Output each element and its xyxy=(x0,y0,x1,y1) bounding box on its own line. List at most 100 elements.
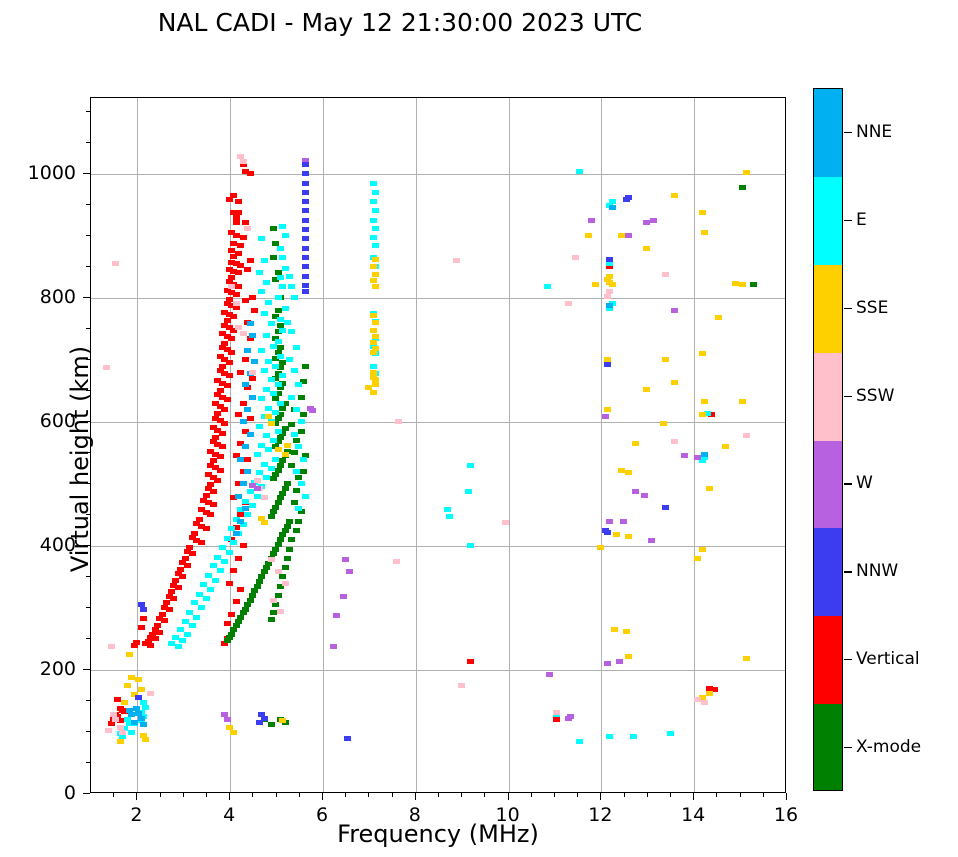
data-point xyxy=(369,217,377,223)
data-point xyxy=(265,447,273,453)
x-axis-tick-label: 14 xyxy=(681,804,706,826)
data-point xyxy=(244,468,252,474)
data-point xyxy=(276,275,284,281)
data-point xyxy=(207,586,215,592)
data-point xyxy=(371,208,379,214)
data-point xyxy=(722,444,730,450)
data-point xyxy=(269,476,277,482)
data-point xyxy=(184,549,191,554)
y-axis-minor-tick xyxy=(86,761,90,763)
data-point xyxy=(643,387,651,393)
data-point xyxy=(699,695,707,701)
data-point xyxy=(116,724,124,730)
data-point xyxy=(237,614,245,620)
data-point xyxy=(260,461,268,467)
data-point xyxy=(255,424,263,430)
data-point xyxy=(566,714,574,719)
data-point xyxy=(163,600,171,606)
data-point xyxy=(369,277,377,283)
data-point xyxy=(369,180,377,186)
data-point xyxy=(112,717,120,723)
y-axis-minor-tick xyxy=(86,637,90,639)
data-point xyxy=(297,481,305,487)
data-point xyxy=(228,631,236,637)
data-point xyxy=(146,635,154,641)
colorbar-segment-vertical xyxy=(814,616,842,705)
data-point xyxy=(344,735,352,741)
data-point xyxy=(288,422,296,428)
data-point xyxy=(197,523,205,529)
y-axis-minor-tick xyxy=(86,389,90,391)
data-point xyxy=(209,439,217,445)
data-point xyxy=(235,209,243,215)
data-point xyxy=(223,300,231,306)
data-point xyxy=(216,354,224,360)
data-point xyxy=(214,477,222,483)
plot-area xyxy=(90,97,786,793)
data-point xyxy=(235,199,243,205)
x-axis-minor-tick xyxy=(623,793,625,797)
data-point xyxy=(301,161,309,167)
colorbar-label-nne: NNE xyxy=(856,121,893,142)
data-point xyxy=(223,717,231,723)
x-axis-minor-tick xyxy=(484,793,486,797)
data-point xyxy=(239,521,247,527)
data-point xyxy=(293,437,301,443)
x-axis-tick-label: 4 xyxy=(223,804,236,826)
data-point xyxy=(297,394,305,400)
x-axis-tick xyxy=(414,793,416,800)
chart-title: NAL CADI - May 12 21:30:00 2023 UTC xyxy=(157,8,643,37)
data-point xyxy=(230,495,238,500)
data-point xyxy=(218,544,226,550)
data-point xyxy=(369,369,377,375)
data-point xyxy=(281,265,289,271)
data-point xyxy=(225,312,233,317)
data-point xyxy=(121,726,129,732)
data-point xyxy=(165,593,173,599)
data-point xyxy=(699,351,707,357)
data-point xyxy=(221,712,229,718)
data-point xyxy=(216,418,224,424)
data-point xyxy=(216,368,224,374)
data-point xyxy=(606,261,614,267)
data-point xyxy=(232,301,240,307)
data-point xyxy=(249,593,256,598)
data-point xyxy=(237,586,245,592)
data-point xyxy=(191,600,198,606)
gridline-vertical xyxy=(230,98,232,792)
data-point xyxy=(701,454,709,460)
data-point xyxy=(631,441,639,446)
data-point xyxy=(603,362,611,368)
data-point xyxy=(274,382,282,388)
data-point xyxy=(641,492,649,498)
data-point xyxy=(230,627,238,633)
data-point xyxy=(139,732,147,738)
data-point xyxy=(699,209,707,215)
data-point xyxy=(274,416,282,422)
x-axis-minor-tick xyxy=(206,793,207,797)
colorbar-segment-e xyxy=(814,176,842,266)
x-axis-minor-tick xyxy=(530,793,532,797)
data-point xyxy=(123,682,131,688)
data-point xyxy=(276,608,284,614)
data-point xyxy=(246,335,254,341)
data-point xyxy=(102,364,110,370)
colorbar-tick xyxy=(844,483,852,485)
data-point xyxy=(262,475,270,481)
data-point xyxy=(235,325,243,330)
data-point xyxy=(230,240,238,246)
x-axis-tick-label: 10 xyxy=(495,804,520,826)
data-point xyxy=(738,398,746,404)
data-point xyxy=(272,602,280,608)
data-point xyxy=(107,643,115,649)
data-point xyxy=(223,535,231,541)
data-point xyxy=(139,615,147,621)
data-point xyxy=(301,199,309,205)
data-point xyxy=(392,558,400,564)
data-point xyxy=(211,465,219,471)
data-point xyxy=(249,482,256,488)
data-point xyxy=(130,692,138,698)
data-point xyxy=(246,416,254,422)
data-point xyxy=(165,607,173,613)
data-point xyxy=(228,537,236,543)
